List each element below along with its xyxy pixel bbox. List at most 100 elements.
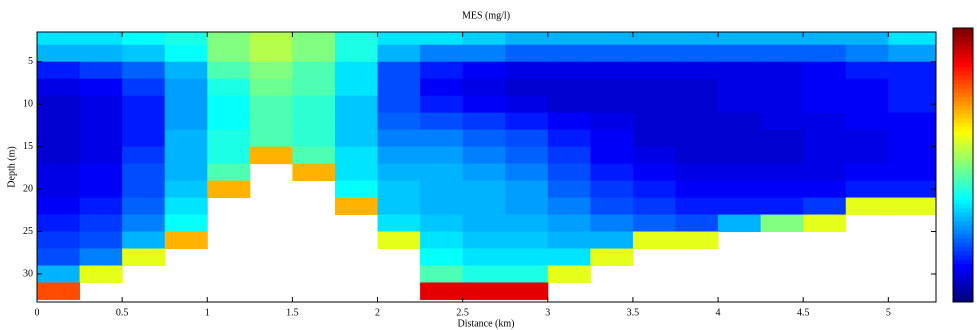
heat-cell [845,129,889,148]
heat-cell [803,197,847,216]
colorbar-step [953,79,973,85]
heat-cell [122,180,166,199]
heat-cell [718,163,762,182]
heat-cell [590,180,634,199]
heat-cell [79,129,123,148]
heat-cell [334,112,379,131]
colorbar-step [953,75,973,80]
heat-cell [164,214,208,233]
colorbar-step [953,267,973,273]
heat-cell [420,214,464,233]
heat-cell [462,163,506,182]
heat-cell [845,44,889,63]
heat-cell [888,129,937,148]
heat-cell [79,248,123,266]
heat-cell [462,61,506,80]
heat-cell [164,146,208,165]
heat-cell [37,265,81,283]
heat-cell [803,214,847,233]
heat-cell [845,78,889,97]
colorbar-step [953,246,973,252]
heat-cell [79,61,123,80]
heat-cell [632,197,676,216]
heat-cell [675,146,719,165]
heat-cell [122,61,166,80]
heat-cell [505,112,549,131]
plot-frame [36,31,937,303]
colorbar-step [953,293,973,299]
heat-cell [292,32,336,46]
heat-cell [79,146,123,165]
heat-cell [122,112,166,131]
heat-cell [547,95,591,114]
heat-cell [462,265,506,283]
colorbar-step [953,87,973,93]
x-tick-label: 4 [716,307,721,318]
heat-cell [420,129,464,148]
colorbar-step [953,147,973,153]
colorbar-step [953,152,973,157]
heat-cell [122,214,166,233]
heat-cell [632,146,676,165]
colorbar-step [953,62,973,68]
heat-cell [79,231,123,250]
heat-cell [803,163,847,182]
heat-cell [377,163,421,182]
heat-cell [632,95,676,114]
heat-cell [718,44,762,63]
x-tick-label: 4.5 [797,307,810,318]
heat-cell [675,44,719,63]
heat-cell [888,180,937,199]
heat-cell [334,163,379,182]
colorbar-step [953,207,973,213]
heat-cell [420,112,464,131]
heat-cell [37,163,81,182]
heat-cell [164,180,208,199]
heat-cell [590,61,634,80]
heat-cell [79,32,123,46]
colorbar-step [953,190,973,196]
colorbar-step [953,250,973,256]
heat-cell [462,248,506,266]
heat-cell [718,129,762,148]
colorbar-step [953,32,973,38]
heat-cell [888,95,937,114]
heat-cell [462,78,506,97]
colorbar-step [953,122,973,127]
x-axis-label: Distance (km) [458,318,515,329]
heat-cell [249,129,293,148]
colorbar-step [953,40,973,46]
heat-cell [590,44,634,63]
heat-cell [377,95,421,114]
heat-cell [547,61,591,80]
heat-cell [718,32,762,46]
heat-cell [292,44,336,63]
heat-cell [207,32,251,46]
heat-cell [37,61,81,80]
heat-cell [164,163,208,182]
heat-cell [547,146,591,165]
heat-cell [164,32,208,46]
x-tick-label: 1 [205,307,210,318]
heat-cell [632,129,676,148]
heat-cell [845,180,889,199]
heat-cell [377,197,421,216]
heat-cell [420,95,464,114]
colorbar-step [953,173,973,179]
heat-cell [207,78,251,97]
heat-cell [547,214,591,233]
y-tick-label: 5 [28,56,33,67]
colorbar-step [953,135,973,140]
heat-cell [334,44,379,63]
heat-cell [249,61,293,80]
heat-cell [164,78,208,97]
heat-cell [675,32,719,46]
heat-cell [79,197,123,216]
heat-cell [590,214,634,233]
x-tick-label: 1.5 [286,307,299,318]
colorbar-step [953,126,973,132]
heat-cell [590,95,634,114]
heat-cell [632,44,676,63]
heat-cell [505,61,549,80]
